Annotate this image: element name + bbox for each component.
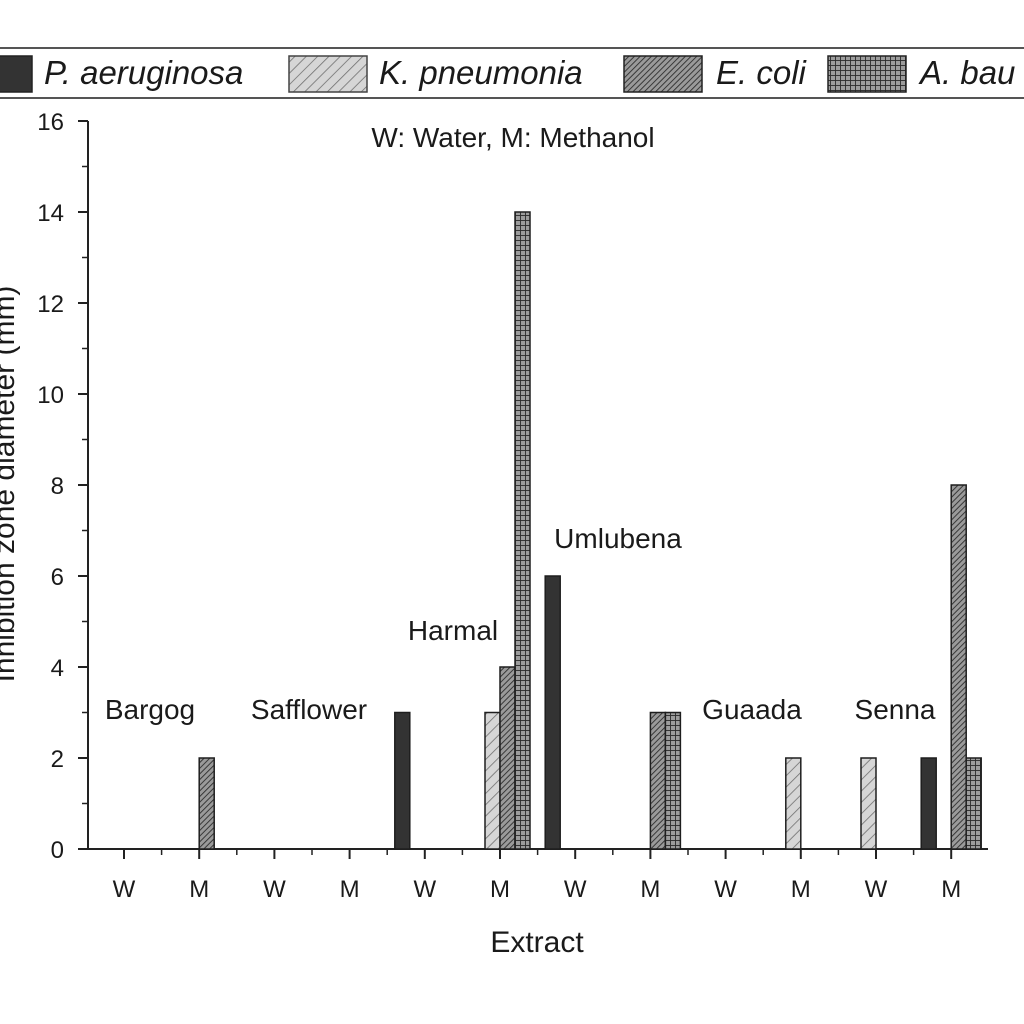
bar-a-bau (514, 211, 531, 850)
bar-k-pneumonia (860, 757, 877, 850)
y-tick-label: 12 (37, 291, 64, 318)
x-tick-label: W (113, 876, 136, 903)
bar-p-aeruginosa (394, 711, 411, 850)
bar-p-aeruginosa (920, 757, 937, 850)
bar-e-coli (950, 484, 967, 850)
x-tick-label: M (791, 876, 811, 903)
bar-k-pneumonia (785, 757, 802, 850)
group-label: Guaada (702, 694, 802, 725)
bar-k-pneumonia (484, 711, 501, 850)
x-tick-label: M (490, 876, 510, 903)
bar-e-coli (198, 757, 215, 850)
y-axis-title: Inhibition zone diameter (mm) (0, 286, 21, 683)
plot-area: 0 2 4 6 8 10 12 14 16 W M W M W M W M W M W M Bargog Safflower… (37, 109, 988, 903)
group-label: Senna (855, 694, 936, 725)
legend-label-p-aeruginosa: P. aeruginosa (44, 54, 243, 91)
x-tick-label: M (640, 876, 660, 903)
bar-e-coli (499, 666, 516, 850)
legend-label-k-pneumonia: K. pneumonia (379, 54, 583, 91)
y-tick-label: 8 (51, 473, 64, 500)
legend: P. aeruginosa K. pneumonia E. coli A. ba… (0, 47, 1024, 99)
y-tick-label: 16 (37, 109, 64, 136)
y-tick-label: 14 (37, 200, 64, 227)
group-label: Bargog (105, 694, 195, 725)
legend-label-e-coli: E. coli (716, 54, 808, 91)
x-tick-label: W (564, 876, 587, 903)
x-tick-label: W (413, 876, 436, 903)
x-tick-label: W (263, 876, 286, 903)
y-tick-label: 4 (51, 655, 64, 682)
legend-swatch-k-pneumonia (288, 55, 368, 93)
legend-label-a-bau: A. bau (918, 54, 1015, 91)
y-tick-label: 10 (37, 382, 64, 409)
x-tick-label: W (865, 876, 888, 903)
x-tick-label: W (714, 876, 737, 903)
y-tick-label: 0 (51, 837, 64, 864)
x-tick-label: M (340, 876, 360, 903)
annotation-note: W: Water, M: Methanol (371, 122, 654, 153)
bar-e-coli (649, 711, 667, 850)
group-label: Harmal (408, 615, 498, 646)
x-axis-title: Extract (490, 926, 584, 959)
x-tick-label: M (941, 876, 961, 903)
bar-a-bau (664, 711, 682, 850)
y-tick-label: 2 (51, 746, 64, 773)
bar-a-bau (965, 757, 982, 850)
y-tick-label: 6 (51, 564, 64, 591)
group-label: Umlubena (554, 523, 682, 554)
bar-p-aeruginosa (544, 575, 561, 850)
legend-swatch-p-aeruginosa (0, 55, 33, 93)
legend-swatch-a-bau (827, 55, 907, 93)
group-label: Safflower (251, 694, 367, 725)
legend-swatch-e-coli (623, 55, 703, 93)
x-tick-label: M (189, 876, 209, 903)
